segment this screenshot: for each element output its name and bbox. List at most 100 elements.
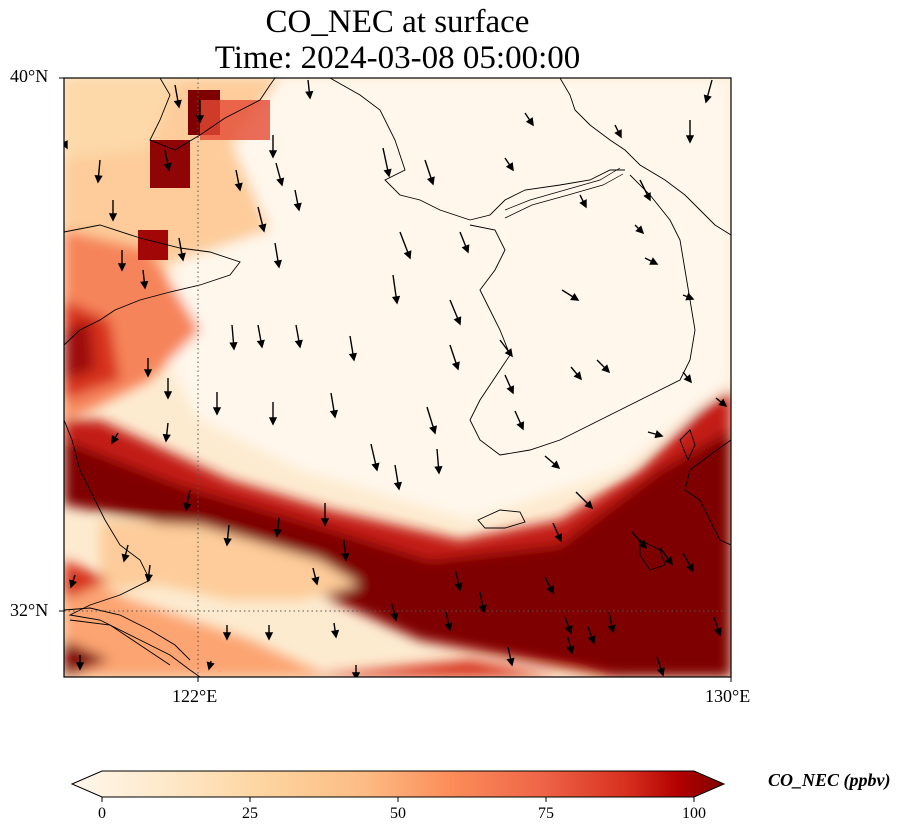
wind-arrowhead bbox=[393, 481, 402, 491]
wind-arrowhead bbox=[311, 576, 320, 586]
wind-arrowhead bbox=[329, 409, 338, 419]
wind-vectors bbox=[64, 79, 728, 677]
wind-arrowhead bbox=[649, 257, 659, 265]
lon-tick-label: 130°E bbox=[705, 686, 751, 706]
lon-tick-label: 122°E bbox=[172, 686, 218, 706]
wind-arrowhead bbox=[222, 632, 232, 641]
wind-arrowhead bbox=[206, 661, 215, 671]
wind-arrowhead bbox=[268, 417, 278, 426]
wind-arrowhead bbox=[108, 213, 118, 222]
wind-arrowhead bbox=[614, 129, 622, 139]
wind-arrowhead bbox=[276, 177, 285, 187]
wind-arrowhead bbox=[601, 364, 611, 374]
wind-arrowhead bbox=[195, 115, 205, 124]
wind-arrowhead bbox=[177, 252, 186, 262]
wind-arrowhead bbox=[268, 150, 278, 159]
wind-arrowhead bbox=[546, 585, 554, 595]
wind-arrowhead bbox=[656, 667, 665, 677]
wind-arrowhead bbox=[551, 460, 561, 470]
colorbar-tick-label: 50 bbox=[390, 805, 406, 822]
concentration-field bbox=[64, 78, 731, 677]
wind-arrowhead bbox=[94, 174, 103, 184]
wind-arrowhead bbox=[305, 90, 314, 100]
wind-arrowhead bbox=[341, 552, 350, 562]
wind-arrowhead bbox=[564, 625, 573, 635]
wind-arrowhead bbox=[579, 199, 587, 209]
wind-arrowhead bbox=[223, 537, 232, 547]
colorbar-tick-label: 100 bbox=[682, 805, 706, 822]
wind-arrowhead bbox=[383, 168, 392, 178]
wind-arrowhead bbox=[351, 672, 361, 677]
wind-arrowhead bbox=[273, 259, 282, 269]
wind-arrowhead bbox=[453, 316, 462, 326]
wind-arrowhead bbox=[703, 94, 712, 104]
wind-arrowhead bbox=[685, 292, 695, 301]
wind-arrowhead bbox=[234, 182, 243, 192]
wind-arrowhead bbox=[566, 645, 575, 655]
colorbar-label: CO_NEC (ppbv) bbox=[768, 770, 891, 790]
wind-arrowhead bbox=[587, 635, 596, 645]
wind-arrowhead bbox=[163, 162, 172, 172]
wind-arrowhead bbox=[264, 632, 274, 641]
wind-arrowhead bbox=[685, 135, 695, 144]
wind-arrowhead bbox=[718, 398, 728, 407]
colorbar-tick-label: 0 bbox=[98, 805, 106, 822]
wind-arrowhead bbox=[390, 612, 399, 622]
wind-arrowhead bbox=[348, 352, 357, 362]
map-gridlines bbox=[64, 78, 731, 677]
lat-tick-label: 40°N bbox=[10, 66, 49, 86]
wind-arrowhead bbox=[258, 223, 267, 233]
wind-arrowhead bbox=[683, 374, 692, 384]
wind-arrowhead bbox=[121, 553, 130, 563]
wind-arrowhead bbox=[173, 99, 182, 109]
wind-arrowhead bbox=[434, 465, 443, 475]
wind-arrowhead bbox=[229, 341, 238, 351]
wind-arrowhead bbox=[429, 425, 437, 435]
wind-arrowhead bbox=[506, 385, 515, 395]
wind-arrowhead bbox=[183, 502, 192, 512]
wind-arrowhead bbox=[584, 500, 594, 510]
wind-arrowhead bbox=[570, 292, 580, 301]
wind-arrowhead bbox=[371, 462, 380, 472]
wind-arrowhead bbox=[294, 339, 303, 349]
wind-arrowhead bbox=[426, 176, 435, 186]
wind-arrowhead bbox=[391, 295, 401, 305]
wind-arrowhead bbox=[638, 540, 648, 550]
wind-arrowhead bbox=[75, 662, 85, 671]
wind-arrowhead bbox=[320, 518, 330, 527]
wind-arrowhead bbox=[256, 339, 265, 349]
wind-arrowhead bbox=[163, 391, 173, 400]
map-frame bbox=[63, 77, 732, 678]
wind-arrowhead bbox=[162, 433, 171, 443]
wind-arrowhead bbox=[643, 192, 651, 202]
wind-arrowhead bbox=[111, 435, 119, 445]
wind-arrowhead bbox=[454, 582, 463, 592]
wind-arrowhead bbox=[140, 280, 149, 290]
wind-arrowhead bbox=[403, 250, 412, 260]
wind-arrowhead bbox=[635, 225, 645, 235]
wind-arrowhead bbox=[144, 573, 153, 583]
wind-arrowhead bbox=[293, 202, 302, 212]
wind-arrowhead bbox=[478, 604, 487, 614]
colorbar bbox=[59, 77, 732, 802]
lat-tick-label: 32°N bbox=[10, 600, 49, 620]
wind-arrowhead bbox=[143, 369, 153, 378]
wind-arrowhead bbox=[444, 622, 453, 632]
wind-arrowhead bbox=[69, 579, 78, 589]
wind-arrowhead bbox=[504, 348, 513, 358]
wind-arrowhead bbox=[516, 421, 525, 431]
wind-arrowhead bbox=[686, 563, 694, 573]
wind-arrowhead bbox=[607, 624, 616, 634]
wind-arrowhead bbox=[505, 162, 514, 172]
wind-arrowhead bbox=[664, 556, 673, 566]
colorbar-tick-label: 75 bbox=[538, 805, 554, 822]
map-title: CO_NEC at surface bbox=[265, 4, 530, 40]
wind-arrowhead bbox=[451, 361, 460, 371]
wind-arrowhead bbox=[461, 244, 470, 254]
wind-arrowhead bbox=[506, 657, 515, 667]
wind-arrowhead bbox=[654, 430, 664, 439]
wind-arrowhead bbox=[117, 263, 127, 272]
wind-arrowhead bbox=[525, 117, 534, 127]
wind-arrowhead bbox=[554, 533, 563, 543]
